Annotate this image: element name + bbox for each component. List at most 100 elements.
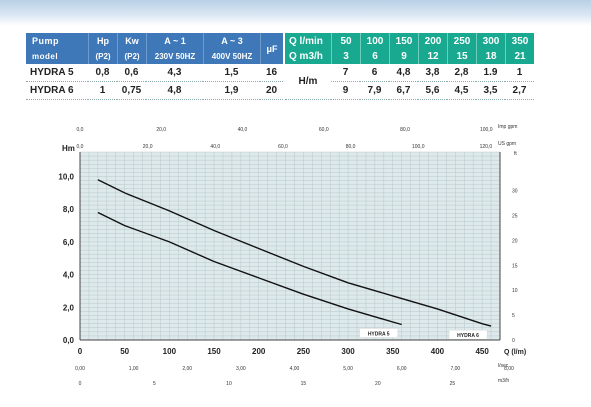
- m3h-tick-label: 10: [226, 381, 232, 387]
- series-line: [97, 179, 492, 327]
- imp-gpm-tick-label: 60,0: [319, 127, 329, 133]
- head-value: 5,6: [418, 82, 447, 100]
- us-gpm-tick-label: 0,0: [77, 144, 84, 150]
- m3h-tick-label: 15: [301, 381, 307, 387]
- table-row: HYDRA 6 1 0,75 4,8 1,9 20: [26, 82, 283, 100]
- m3h-tick-label: 25: [450, 381, 456, 387]
- y-right-tick-label: 0: [512, 338, 515, 344]
- m3h-unit: m3/h: [498, 378, 509, 384]
- spec-table: Pump Hp Kw A ~ 1 A ~ 3 μF model (P2) (P2…: [26, 33, 283, 100]
- y-tick-label: 4,0: [63, 271, 75, 280]
- model-label: model: [26, 49, 88, 64]
- y-tick-label: 8,0: [63, 205, 75, 214]
- us-gpm-unit: US gpm: [498, 141, 516, 147]
- q-m3h-value: 21: [505, 49, 534, 64]
- table-row: HYDRA 5 0,8 0,6 4,3 1,5 16: [26, 64, 283, 82]
- table-row: 9 7,9 6,7 5,6 4,5 3,5 2,7: [285, 82, 534, 100]
- q-lmin-value: 150: [389, 33, 418, 49]
- x-tick-label: 50: [120, 347, 129, 356]
- q-m3h-value: 18: [476, 49, 505, 64]
- head-value: 6: [360, 64, 389, 82]
- kw-value: 0,75: [117, 82, 146, 100]
- hp-subheader: (P2): [88, 49, 117, 64]
- x-tick-label: 0: [78, 347, 83, 356]
- y-tick-label: 10,0: [58, 173, 74, 182]
- head-value: 6,7: [389, 82, 418, 100]
- q-lmin-value: 200: [418, 33, 447, 49]
- table-row: H/m 7 6 4,8 3,8 2,8 1.9 1: [285, 64, 534, 100]
- l-sec-tick-label: 1,00: [129, 366, 139, 372]
- l-sec-tick-label: 8,00: [504, 366, 514, 372]
- q-lmin-value: 100: [360, 33, 389, 49]
- x-tick-label: 150: [207, 347, 221, 356]
- head-value: 9: [331, 82, 360, 100]
- kw-header: Kw: [117, 33, 146, 49]
- l-sec-unit: l/sec: [498, 363, 509, 369]
- series-line: [97, 211, 402, 326]
- q-lmin-value: 250: [447, 33, 476, 49]
- us-gpm-tick-label: 120,0: [480, 144, 493, 150]
- y-right-axis-unit: ft: [514, 151, 517, 157]
- series-label: HYDRA 6: [457, 333, 479, 339]
- flow-table: Q l/min 50 100 150 200 250 300 350 Q m3/…: [285, 33, 534, 100]
- us-gpm-tick-label: 20,0: [143, 144, 153, 150]
- imp-gpm-tick-label: 20,0: [156, 127, 166, 133]
- a3-header: A ~ 3: [203, 33, 260, 49]
- q-m3h-value: 3: [331, 49, 360, 64]
- y-right-tick-label: 5: [512, 313, 515, 319]
- y-tick-label: 0,0: [63, 336, 75, 345]
- imp-gpm-tick-label: 80,0: [400, 127, 410, 133]
- q-lmin-value: 350: [505, 33, 534, 49]
- y-right-tick-label: 15: [512, 263, 518, 269]
- a1-value: 4,3: [146, 64, 203, 82]
- header-band: [0, 0, 591, 26]
- l-sec-tick-label: 2,00: [182, 366, 192, 372]
- series-label: HYDRA 5: [368, 331, 390, 337]
- imp-gpm-unit: Imp gpm: [498, 124, 517, 130]
- q-m3h-label: Q m3/h: [285, 49, 331, 64]
- q-m3h-value: 12: [418, 49, 447, 64]
- series-label-box: [448, 329, 488, 340]
- x-tick-label: 450: [475, 347, 489, 356]
- head-value: 1.9: [476, 64, 505, 82]
- kw-subheader: (P2): [117, 49, 146, 64]
- head-value: 2,7: [505, 82, 534, 100]
- l-sec-tick-label: 0,00: [75, 366, 85, 372]
- y-right-tick-label: 25: [512, 213, 518, 219]
- x-tick-label: 300: [341, 347, 355, 356]
- kw-value: 0,6: [117, 64, 146, 82]
- model-name: HYDRA 5: [26, 64, 88, 82]
- uf-value: 20: [260, 82, 283, 100]
- head-value: 7: [331, 64, 360, 82]
- head-value: 7,9: [360, 82, 389, 100]
- uf-header: μF: [260, 33, 283, 64]
- imp-gpm-tick-label: 0,0: [77, 127, 84, 133]
- l-sec-tick-label: 6,00: [397, 366, 407, 372]
- head-value: 4,8: [389, 64, 418, 82]
- x-tick-label: 200: [252, 347, 266, 356]
- x-tick-label: 100: [163, 347, 177, 356]
- a3-subheader: 400V 50HZ: [203, 49, 260, 64]
- head-value: 3,8: [418, 64, 447, 82]
- y-tick-label: 2,0: [63, 303, 75, 312]
- head-value: 4,5: [447, 82, 476, 100]
- x-axis-unit: Q (l/m): [504, 349, 526, 356]
- hp-value: 1: [88, 82, 117, 100]
- y-right-tick-label: 10: [512, 288, 518, 294]
- series-label-box: [359, 328, 398, 338]
- l-sec-tick-label: 5,00: [343, 366, 353, 372]
- m3h-tick-label: 20: [375, 381, 381, 387]
- us-gpm-tick-label: 80,0: [346, 144, 356, 150]
- x-tick-label: 400: [431, 347, 445, 356]
- us-gpm-tick-label: 40,0: [210, 144, 220, 150]
- l-sec-tick-label: 4,00: [290, 366, 300, 372]
- us-gpm-tick-label: 60,0: [278, 144, 288, 150]
- q-m3h-value: 15: [447, 49, 476, 64]
- head-value: 3,5: [476, 82, 505, 100]
- imp-gpm-tick-label: 40,0: [238, 127, 248, 133]
- hp-value: 0,8: [88, 64, 117, 82]
- y-right-tick-label: 20: [512, 238, 518, 244]
- pump-label: Pump: [26, 33, 88, 49]
- x-tick-label: 250: [297, 347, 311, 356]
